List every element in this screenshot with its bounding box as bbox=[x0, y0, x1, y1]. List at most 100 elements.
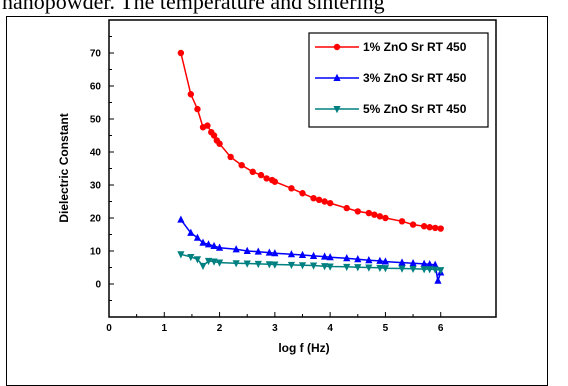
series-line bbox=[180, 253, 441, 271]
legend-label: 3% ZnO Sr RT 450 bbox=[363, 71, 467, 85]
data-point bbox=[426, 224, 433, 231]
data-point bbox=[193, 256, 202, 264]
data-point bbox=[426, 260, 434, 268]
data-point bbox=[271, 249, 279, 257]
data-point bbox=[321, 198, 328, 205]
data-point bbox=[326, 253, 334, 261]
data-point bbox=[398, 258, 406, 266]
data-point bbox=[265, 248, 273, 256]
data-point bbox=[326, 263, 334, 271]
data-point bbox=[376, 256, 384, 264]
legend-marker bbox=[333, 43, 341, 51]
data-point bbox=[365, 264, 373, 272]
data-point bbox=[354, 255, 362, 263]
data-point bbox=[354, 208, 361, 215]
data-point bbox=[365, 209, 373, 217]
data-point bbox=[177, 215, 185, 223]
legend: 1% ZnO Sr RT 450 3% ZnO Sr RT 450 5% ZnO S… bbox=[308, 32, 489, 128]
data-point bbox=[409, 265, 417, 274]
x-tick-label: 4 bbox=[327, 323, 333, 334]
data-point bbox=[398, 265, 406, 273]
data-point bbox=[232, 245, 240, 253]
data-point bbox=[437, 225, 444, 232]
data-point bbox=[187, 253, 195, 262]
x-axis-title: log f (Hz) bbox=[278, 341, 329, 355]
legend-entry-2: 3% ZnO Sr RT 450 bbox=[315, 71, 467, 85]
legend-marker bbox=[333, 106, 341, 114]
series-group bbox=[177, 49, 445, 284]
data-point bbox=[420, 223, 428, 230]
data-point bbox=[263, 175, 270, 182]
data-point bbox=[376, 213, 384, 220]
data-point bbox=[238, 162, 245, 169]
data-point bbox=[371, 211, 378, 218]
y-axis-title: Dielectric Constant bbox=[57, 113, 71, 222]
data-point bbox=[376, 264, 384, 273]
data-point bbox=[409, 259, 417, 267]
data-point bbox=[321, 263, 329, 271]
data-point bbox=[310, 195, 317, 202]
series-1 bbox=[177, 49, 444, 232]
legend-label: 1% ZnO Sr RT 450 bbox=[363, 40, 467, 54]
data-point bbox=[434, 276, 442, 284]
data-point bbox=[409, 221, 417, 228]
data-point bbox=[343, 263, 351, 272]
data-point bbox=[254, 260, 262, 269]
data-point bbox=[227, 153, 234, 161]
data-point bbox=[193, 233, 202, 241]
data-point bbox=[243, 260, 251, 268]
data-point bbox=[177, 251, 185, 259]
data-point bbox=[177, 49, 185, 57]
x-tick-label: 6 bbox=[438, 323, 444, 334]
page-text-fragment: nanopowder. The temperature and sinterin… bbox=[2, 0, 385, 14]
data-point bbox=[257, 171, 265, 179]
data-point bbox=[309, 251, 318, 259]
data-point bbox=[326, 199, 334, 207]
data-point bbox=[187, 228, 195, 236]
data-point bbox=[288, 185, 295, 192]
data-point bbox=[309, 262, 318, 270]
data-point bbox=[265, 261, 273, 269]
data-point bbox=[382, 214, 389, 222]
x-tick-label: 3 bbox=[272, 323, 278, 334]
data-point bbox=[343, 204, 350, 212]
data-point bbox=[271, 178, 279, 185]
data-point bbox=[398, 218, 406, 225]
data-point bbox=[210, 258, 218, 266]
data-point bbox=[298, 250, 307, 258]
legend-entry-3: 5% ZnO Sr RT 450 bbox=[315, 102, 467, 116]
data-point bbox=[431, 266, 439, 274]
legend-marker bbox=[333, 73, 341, 81]
y-tick-label: 40 bbox=[90, 148, 102, 159]
data-point bbox=[437, 267, 445, 275]
data-point bbox=[243, 246, 251, 254]
y-tick-label: 0 bbox=[95, 280, 101, 291]
data-point bbox=[287, 250, 296, 258]
data-point bbox=[187, 91, 195, 98]
x-tick-label: 2 bbox=[217, 323, 223, 334]
data-point bbox=[426, 266, 434, 274]
data-point bbox=[315, 196, 323, 204]
x-tick-label: 0 bbox=[106, 323, 112, 334]
y-tick-label: 20 bbox=[90, 214, 102, 225]
data-point bbox=[215, 243, 224, 251]
y-tick-label: 60 bbox=[90, 82, 102, 93]
data-point bbox=[343, 254, 351, 262]
data-point bbox=[215, 259, 224, 267]
data-point bbox=[199, 238, 207, 246]
data-point bbox=[204, 240, 213, 248]
data-point bbox=[321, 252, 329, 260]
y-tick-label: 50 bbox=[90, 115, 102, 126]
data-point bbox=[431, 224, 439, 232]
data-point bbox=[420, 266, 428, 274]
series-2 bbox=[177, 215, 445, 284]
data-point bbox=[287, 261, 296, 270]
series-3 bbox=[177, 251, 445, 275]
data-point bbox=[232, 260, 240, 268]
data-point bbox=[299, 190, 306, 197]
data-point bbox=[210, 132, 218, 139]
data-point bbox=[194, 105, 201, 113]
data-point bbox=[381, 257, 390, 265]
